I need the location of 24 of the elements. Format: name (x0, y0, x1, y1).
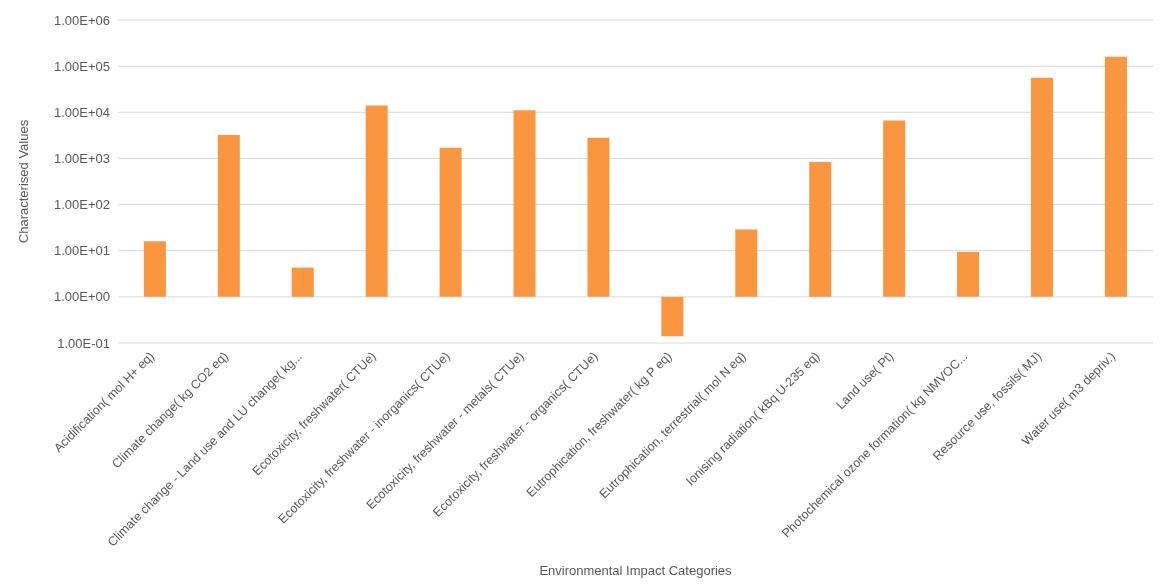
bar (365, 105, 388, 297)
bar (883, 120, 906, 297)
y-tick-label: 1.00E+03 (53, 151, 110, 167)
bar (735, 229, 758, 297)
bar (513, 110, 536, 297)
bar (809, 161, 832, 297)
y-tick-label: 1.00E+02 (53, 197, 110, 213)
y-tick-label: 1.00E+06 (53, 12, 110, 28)
y-axis-title: Characterised Values (15, 119, 31, 244)
bar (661, 296, 684, 337)
y-tick-label: 1.00E-01 (57, 335, 110, 351)
y-tick-label: 1.00E+00 (53, 289, 110, 305)
bar (587, 137, 610, 297)
bar (439, 147, 462, 297)
bar (1031, 77, 1054, 297)
bar (217, 135, 240, 297)
bar (957, 251, 980, 297)
bar (1104, 56, 1127, 297)
y-tick-label: 1.00E+05 (53, 58, 110, 74)
y-tick-label: 1.00E+04 (53, 104, 110, 120)
y-tick-label: 1.00E+01 (53, 243, 110, 259)
x-axis-title: Environmental Impact Categories (539, 563, 733, 578)
bar (143, 241, 166, 297)
bar (291, 267, 314, 297)
